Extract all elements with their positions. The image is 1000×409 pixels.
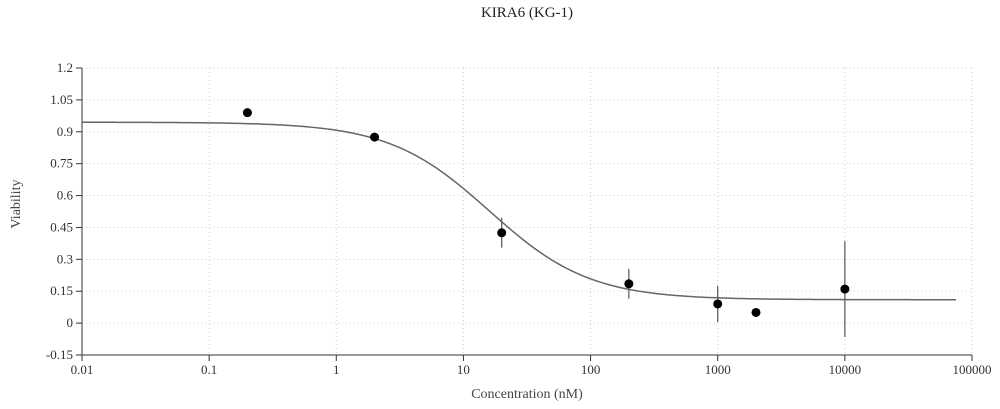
grid-lines — [81, 67, 973, 356]
y-tick-label: 0.6 — [57, 188, 74, 203]
x-axis-label: Concentration (nM) — [471, 387, 583, 402]
y-axis: -0.15 0 0.15 0.3 0.45 0.6 0.75 0.9 1.05 1.2 — [46, 60, 83, 362]
y-tick-label: -0.15 — [46, 347, 73, 362]
x-tick-label: 1000 — [705, 362, 731, 377]
data-point — [370, 132, 380, 142]
y-tick-label: 0.3 — [57, 251, 73, 266]
y-tick-label: 1.2 — [57, 60, 73, 75]
x-tick-label: 10 — [457, 362, 470, 377]
y-tick-label: 0.15 — [50, 283, 73, 298]
x-tick-label: 0.1 — [201, 362, 217, 377]
data-points — [242, 108, 850, 337]
data-point — [751, 307, 761, 317]
chart-title: KIRA6 (KG-1) — [481, 5, 573, 21]
y-tick-label: 0.9 — [57, 124, 73, 139]
y-axis-label: Viability — [9, 180, 24, 229]
x-tick-label: 100000 — [953, 362, 992, 377]
data-point — [242, 108, 252, 118]
x-axis: 0.01 0.1 1 10 100 1000 10000 100000 — [71, 354, 992, 377]
y-tick-label: 0.45 — [50, 219, 73, 234]
y-tick-label: 1.05 — [50, 92, 73, 107]
x-tick-label: 0.01 — [71, 362, 94, 377]
data-point — [497, 228, 507, 238]
x-tick-label: 1 — [333, 362, 340, 377]
data-point — [624, 279, 634, 289]
y-tick-label: 0.75 — [50, 156, 73, 171]
x-tick-label: 100 — [581, 362, 601, 377]
y-tick-label: 0 — [67, 315, 74, 330]
data-point — [713, 299, 723, 309]
fit-curve — [81, 121, 957, 301]
x-tick-label: 10000 — [829, 362, 862, 377]
data-point — [840, 284, 850, 294]
